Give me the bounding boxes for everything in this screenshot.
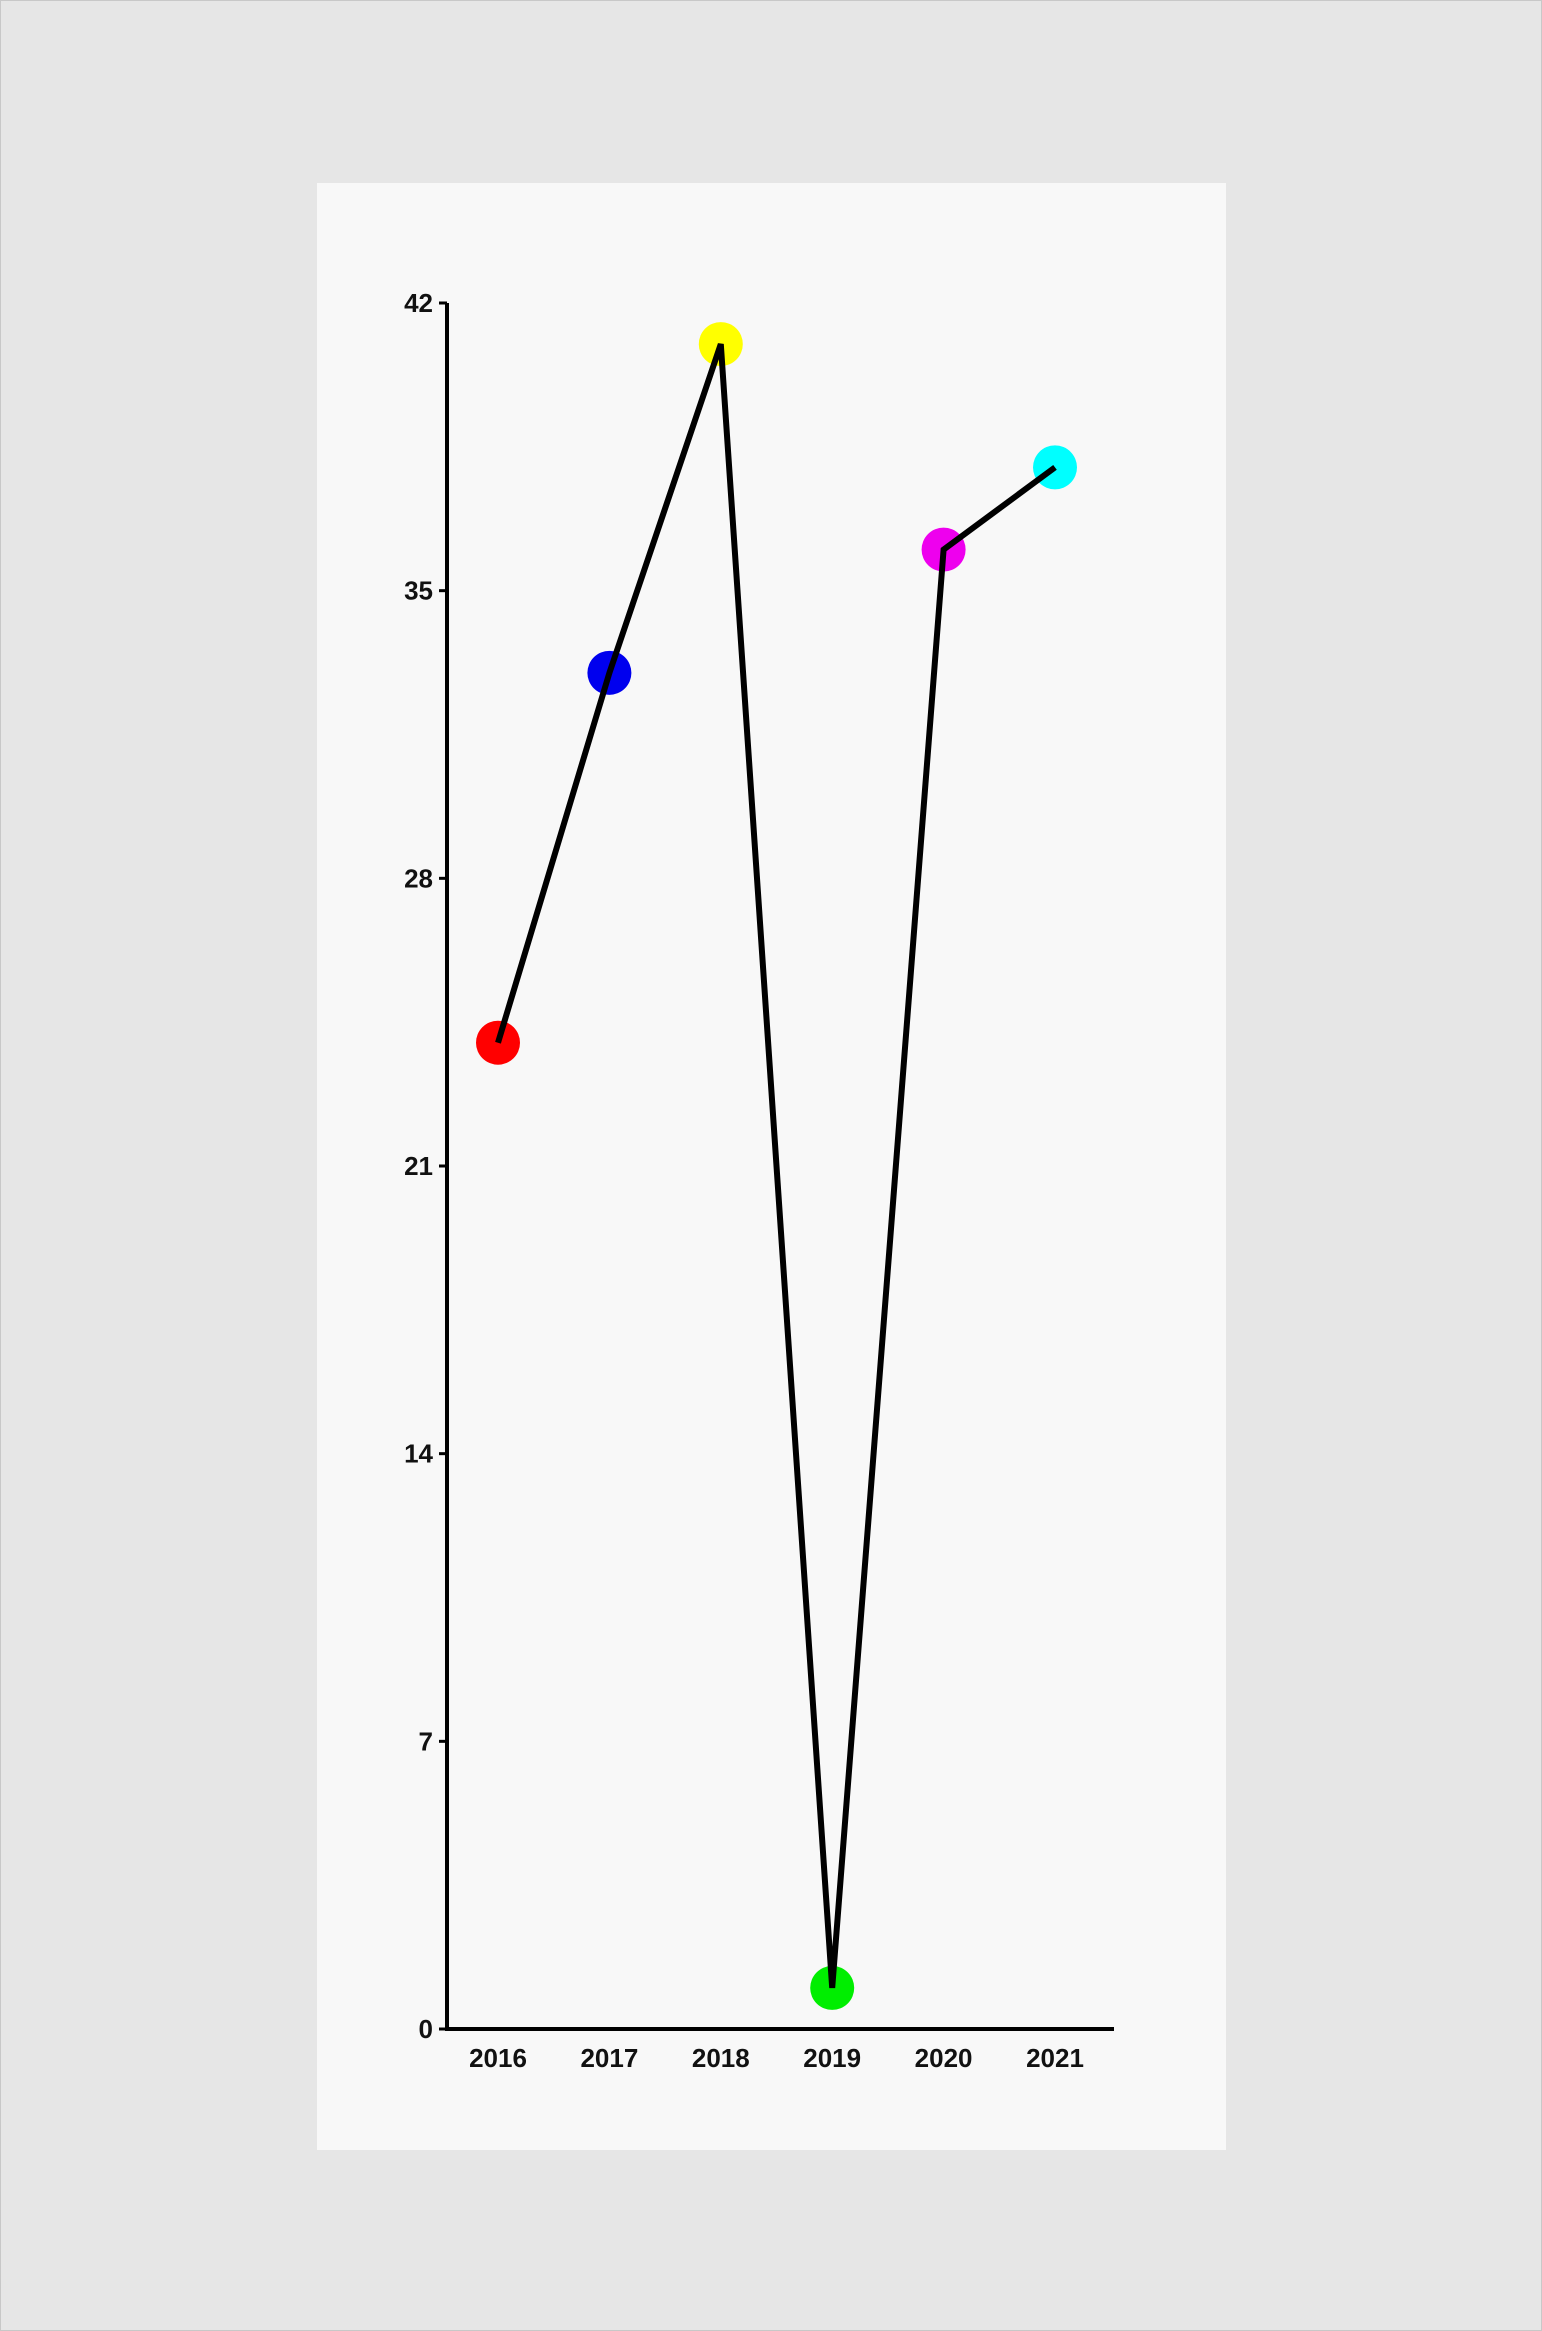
chart-card bbox=[317, 183, 1226, 2150]
y-tick-label: 42 bbox=[404, 288, 433, 318]
y-tick-label: 7 bbox=[419, 1726, 433, 1756]
y-tick-label: 0 bbox=[419, 2014, 433, 2044]
y-tick-label: 35 bbox=[404, 576, 433, 606]
y-tick-label: 21 bbox=[404, 1151, 433, 1181]
series-line bbox=[495, 343, 1057, 1989]
y-tick-label: 28 bbox=[404, 863, 433, 893]
x-tick-label: 2019 bbox=[803, 2043, 861, 2073]
x-tick-label: 2018 bbox=[692, 2043, 750, 2073]
x-axis: 2016 2017 2018 2019 2020 2021 bbox=[445, 2027, 1114, 2073]
x-tick-label: 2017 bbox=[580, 2043, 638, 2073]
y-axis: 0 7 14 21 28 35 42 bbox=[404, 288, 449, 2044]
x-tick-label: 2016 bbox=[469, 2043, 527, 2073]
series-polyline bbox=[495, 343, 1057, 1989]
x-tick-label: 2021 bbox=[1026, 2043, 1084, 2073]
x-tick-label: 2020 bbox=[915, 2043, 973, 2073]
y-tick-label: 14 bbox=[404, 1439, 433, 1469]
